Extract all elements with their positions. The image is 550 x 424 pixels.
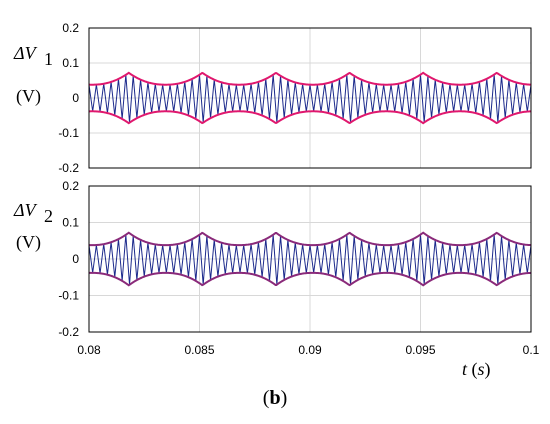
x-axis-label-variable: t xyxy=(462,359,468,379)
y-tick-label: -0.1 xyxy=(58,289,79,303)
x-tick-label: 0.085 xyxy=(184,343,214,357)
y-axis-label-bottom-unit: (V) xyxy=(16,232,41,253)
y-axis-label-top-subscript: 1 xyxy=(44,49,53,69)
y-tick-label: 0 xyxy=(72,91,79,105)
caption-close: ) xyxy=(281,387,288,409)
x-axis-label-unit: s xyxy=(478,359,485,379)
x-axis-label-unit-open: ( xyxy=(467,359,478,380)
figure-caption: (b) xyxy=(263,387,287,409)
caption-open: ( xyxy=(263,387,270,409)
x-axis-label-unit-close: ) xyxy=(485,359,491,380)
series-upper-envelope xyxy=(88,231,532,247)
y-tick-label: -0.2 xyxy=(58,161,79,175)
y-tick-label: 0 xyxy=(72,252,79,266)
x-tick-label: 0.1 xyxy=(523,343,540,357)
x-axis-label: t (s) xyxy=(462,359,491,380)
y-tick-label: -0.1 xyxy=(58,126,79,140)
y-axis-label-bottom-subscript: 2 xyxy=(44,206,53,226)
series-lower-envelope xyxy=(88,271,532,287)
plot-frame xyxy=(88,185,532,333)
plot-frame xyxy=(88,27,532,169)
x-tick-label: 0.09 xyxy=(298,343,322,357)
y-axis-label-top-unit: (V) xyxy=(16,86,41,107)
y-tick-label: 0.2 xyxy=(62,179,79,193)
x-tick-label: 0.08 xyxy=(77,343,101,357)
y-axis-label-top-symbol: ΔV xyxy=(13,43,38,63)
series-lower-envelope xyxy=(88,110,532,125)
caption-letter: b xyxy=(269,387,280,409)
y-tick-label: 0.1 xyxy=(62,216,79,230)
y-tick-label: 0.1 xyxy=(62,56,79,70)
bottom-panel: 0.2 0.1 0 -0.1 -0.2 0.08 0.085 0.09 0.095 0.1 xyxy=(58,179,539,357)
x-tick-label: 0.095 xyxy=(405,343,435,357)
y-axis-label-bottom-symbol: ΔV xyxy=(13,200,38,220)
series-upper-envelope xyxy=(88,71,532,86)
y-tick-label: -0.2 xyxy=(58,325,79,339)
y-tick-label: 0.2 xyxy=(62,21,79,35)
top-panel: 0.2 0.1 0 -0.1 -0.2 xyxy=(58,21,532,175)
